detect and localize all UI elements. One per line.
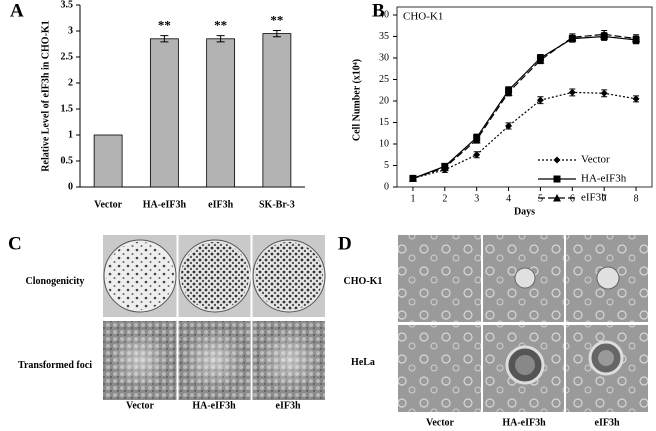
marker [568, 33, 577, 41]
significance-label: ** [214, 18, 227, 33]
marker [504, 88, 513, 96]
marker [536, 56, 545, 64]
error-bar [272, 29, 281, 38]
column-label: eIF3h [276, 400, 301, 411]
x-tick-label: 4 [506, 193, 511, 204]
y-tick-label: 35 [379, 31, 389, 42]
x-tick-label: 6 [570, 193, 575, 204]
y-tick-label: 0.5 [61, 155, 74, 166]
error-bar [160, 35, 169, 43]
row-label: Clonogenicity [25, 276, 85, 287]
panel-label: B [372, 0, 385, 21]
y-tick-label: 15 [379, 117, 389, 128]
x-tick-label: 3 [474, 193, 479, 204]
column-label: Vector [426, 417, 455, 428]
y-tick-label: 0 [384, 181, 389, 192]
panel-d-photos [398, 235, 648, 412]
error-bar [216, 35, 225, 43]
y-tick-label: 40 [379, 9, 389, 20]
x-tick-label: 5 [538, 193, 543, 204]
y-tick-label: 30 [379, 52, 389, 63]
panel-c-photos [103, 235, 326, 400]
bar [262, 33, 292, 188]
x-tick-label: 2 [442, 193, 447, 204]
row-label: Transformed foci [18, 360, 92, 371]
marker [568, 88, 576, 96]
marker [536, 96, 544, 104]
x-axis-title: Days [514, 206, 535, 217]
legend-label: Vector [581, 154, 610, 166]
marker [600, 30, 609, 38]
y-tick-label: 3.5 [61, 0, 74, 10]
y-tick-label: 3 [68, 25, 73, 36]
marker [600, 89, 608, 97]
x-tick-label: eIF3h [208, 199, 233, 210]
legend-label: HA-eIF3h [581, 173, 627, 185]
legend-label: eIF3h [581, 192, 607, 204]
y-tick-label: 2.5 [61, 51, 74, 62]
y-tick-label: 1 [68, 129, 73, 140]
significance-label: ** [158, 18, 171, 33]
series-line [412, 33, 637, 179]
bar [206, 38, 236, 188]
marker [553, 194, 561, 202]
x-tick-label: 8 [634, 193, 639, 204]
marker [473, 151, 481, 159]
y-tick-label: 10 [379, 138, 389, 149]
marker [505, 122, 513, 130]
y-axis-title: Relative Level of eIF3h in CHO-K1 [40, 20, 51, 171]
x-tick-label: HA-eIF3h [143, 199, 187, 210]
y-tick-label: 0 [68, 181, 73, 192]
panel-label: D [338, 233, 352, 254]
significance-label: ** [270, 12, 283, 27]
marker [440, 163, 449, 172]
y-tick-label: 2 [68, 77, 73, 88]
marker [553, 175, 561, 183]
column-label: eIF3h [595, 417, 620, 428]
y-tick-label: 20 [379, 95, 389, 106]
marker [472, 135, 481, 144]
x-tick-label: 1 [410, 193, 415, 204]
marker [632, 34, 641, 43]
y-axis-title: Cell Number (x10⁴) [351, 59, 362, 141]
y-tick-label: 25 [379, 74, 389, 85]
x-tick-label: 7 [602, 193, 607, 204]
column-label: HA-eIF3h [192, 400, 236, 411]
marker [408, 174, 417, 182]
annotation: CHO-K1 [403, 11, 443, 23]
panel-label: A [10, 0, 24, 21]
series-line [412, 35, 637, 179]
marker [553, 156, 561, 164]
plot-frame [396, 6, 653, 188]
marker [632, 95, 640, 103]
bar [93, 134, 123, 188]
column-label: Vector [126, 400, 155, 411]
row-label: HeLa [351, 357, 375, 368]
x-tick-label: SK-Br-3 [259, 199, 295, 210]
panel-label: C [8, 233, 22, 254]
bar [149, 38, 179, 188]
column-label: HA-eIF3h [502, 417, 546, 428]
row-label: CHO-K1 [343, 276, 383, 287]
x-tick-label: Vector [94, 199, 123, 210]
y-tick-label: 1.5 [61, 103, 74, 114]
y-tick-label: 5 [384, 160, 389, 171]
